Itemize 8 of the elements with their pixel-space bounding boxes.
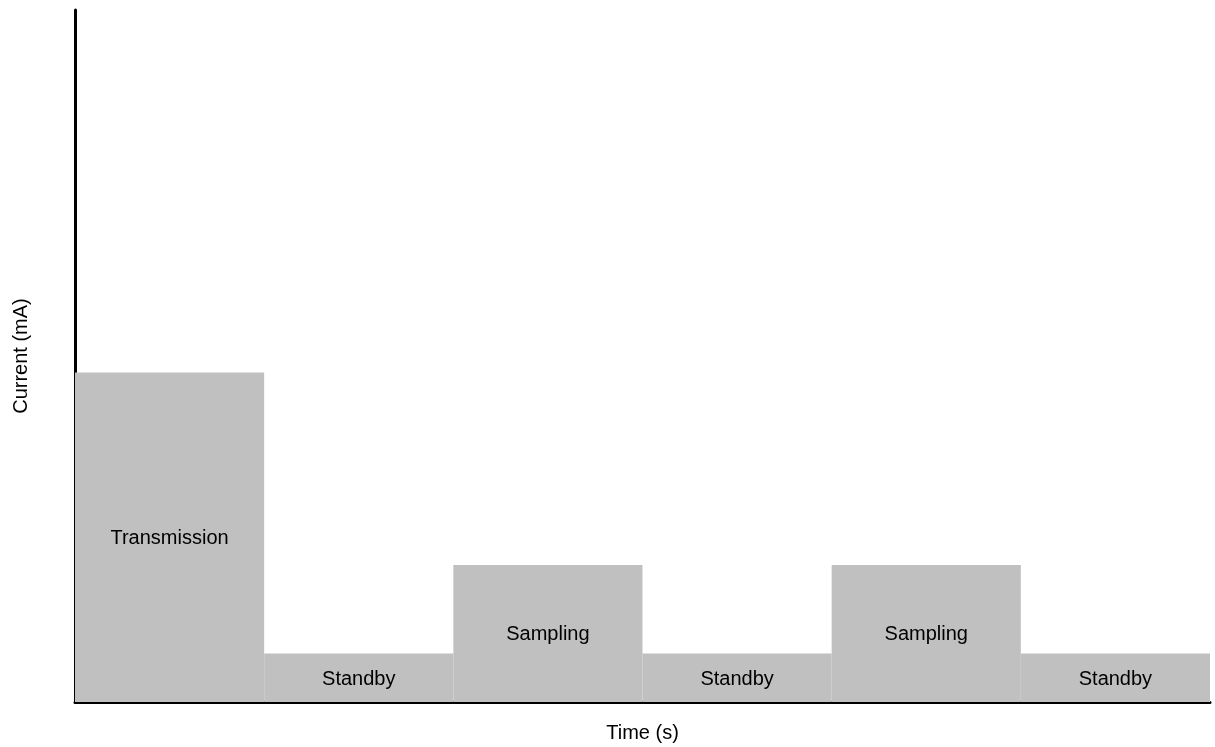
x-tick-label: Standby: [322, 666, 396, 689]
x-tick-label: Transmission: [110, 526, 229, 549]
x-tick-label: Sampling: [884, 622, 968, 645]
y-axis-title: Current (mA): [9, 298, 31, 414]
x-tick-label: Standby: [1078, 666, 1153, 689]
x-tick-label: Standby: [700, 666, 774, 689]
x-axis-title: Time (s): [606, 721, 679, 743]
x-tick-label: Sampling: [506, 622, 590, 645]
